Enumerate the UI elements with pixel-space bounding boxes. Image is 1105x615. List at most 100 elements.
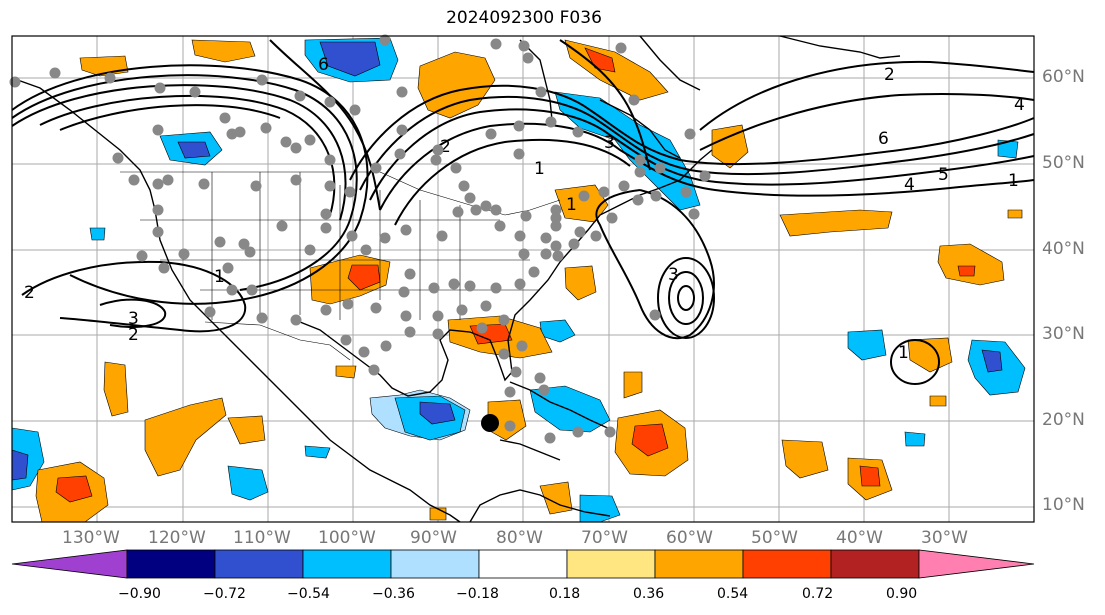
negative-area	[847, 329, 887, 361]
station-dot	[510, 366, 522, 378]
station-dot	[49, 67, 61, 79]
map-title: 2024092300 F036	[446, 8, 602, 28]
station-dot	[604, 426, 616, 438]
station-dot	[464, 192, 476, 204]
station-dot	[452, 206, 464, 218]
station-dot	[250, 180, 262, 192]
lon-label: 120°W	[148, 528, 206, 548]
station-dot	[214, 236, 226, 248]
colorbar-segment	[742, 549, 832, 579]
storm-center-marker	[481, 414, 499, 432]
colorbar-segment	[654, 549, 744, 579]
station-dot	[550, 240, 562, 252]
colorbar-segment	[478, 549, 568, 579]
station-dot	[606, 212, 618, 224]
lat-label: 50°N	[1042, 153, 1085, 173]
station-dot	[513, 120, 525, 132]
station-dot	[152, 204, 164, 216]
station-dot	[280, 136, 292, 148]
station-dot	[535, 86, 547, 98]
station-dot	[448, 278, 460, 290]
station-dot	[234, 126, 246, 138]
contour-lines	[11, 39, 1035, 385]
station-dot	[490, 204, 502, 216]
station-dot	[162, 174, 174, 186]
positive-area	[227, 415, 266, 445]
station-dot	[396, 124, 408, 136]
station-dot	[238, 238, 250, 250]
station-dot	[394, 148, 406, 160]
contour-label: 6	[878, 129, 889, 149]
positive-core	[957, 265, 976, 277]
station-dot	[615, 42, 627, 54]
station-dot	[404, 268, 416, 280]
positive-area	[937, 243, 1005, 286]
colorbar-segment	[126, 549, 216, 579]
lon-label: 60°W	[666, 528, 713, 548]
station-dot	[398, 286, 410, 298]
station-dot	[476, 322, 488, 334]
positive-area	[144, 397, 227, 477]
station-dot	[550, 212, 562, 224]
station-dot	[480, 300, 492, 312]
contour-label: 1	[534, 159, 545, 179]
station-dot	[470, 204, 482, 216]
contour-label: 2	[440, 137, 451, 157]
station-dot	[428, 282, 440, 294]
station-dot	[360, 244, 372, 256]
negative-area	[579, 494, 621, 523]
station-dot	[649, 309, 661, 321]
station-dot	[634, 154, 646, 166]
negative-area	[904, 431, 926, 447]
positive-area	[429, 507, 447, 521]
station-dot	[346, 230, 358, 242]
station-dot	[128, 174, 140, 186]
station-dot	[136, 250, 148, 262]
station-dot	[545, 116, 557, 128]
station-dot	[290, 174, 302, 186]
lon-label: 100°W	[318, 528, 376, 548]
station-dot	[513, 148, 525, 160]
station-dot	[490, 282, 502, 294]
station-dot	[294, 90, 306, 102]
lon-label: 80°W	[496, 528, 543, 548]
contour-label: 3	[668, 265, 679, 285]
station-dot	[152, 226, 164, 238]
station-dot	[518, 40, 530, 52]
station-dot	[540, 232, 552, 244]
station-dot	[458, 180, 470, 192]
station-dot	[320, 304, 332, 316]
station-dot	[256, 312, 268, 324]
station-dot	[324, 154, 336, 166]
contour-label-group: 2 2 6 6 5 4 1 1 2 3 3 1 1 4 3 2 1	[24, 55, 1025, 363]
station-dot	[550, 204, 562, 216]
station-dot	[498, 314, 510, 326]
negative-core	[177, 141, 211, 159]
lon-label: 70°W	[581, 528, 628, 548]
station-dot	[9, 76, 21, 88]
station-dot	[430, 154, 442, 166]
colorbar-extend-min	[11, 549, 128, 579]
station-dot	[222, 262, 234, 274]
lat-label: 60°N	[1042, 67, 1085, 87]
station-dot	[528, 266, 540, 278]
station-dot	[574, 226, 586, 238]
station-dot	[368, 364, 380, 376]
station-dot	[504, 420, 516, 432]
station-dot	[498, 348, 510, 360]
contour-label: 2	[884, 65, 895, 85]
station-dot	[276, 220, 288, 232]
station-dot	[450, 162, 462, 174]
map-border	[11, 35, 1035, 523]
positive-area	[191, 39, 256, 63]
contour-label: 6	[318, 55, 329, 75]
station-dot	[540, 248, 552, 260]
contour-label: 1	[1008, 171, 1019, 191]
station-dot	[432, 310, 444, 322]
positive-area	[1007, 209, 1023, 219]
colorbar-tick-label: −0.18	[456, 586, 499, 602]
station-dot	[152, 178, 164, 190]
station-dot	[320, 222, 332, 234]
lon-label: 50°W	[751, 528, 798, 548]
station-dot	[534, 372, 546, 384]
